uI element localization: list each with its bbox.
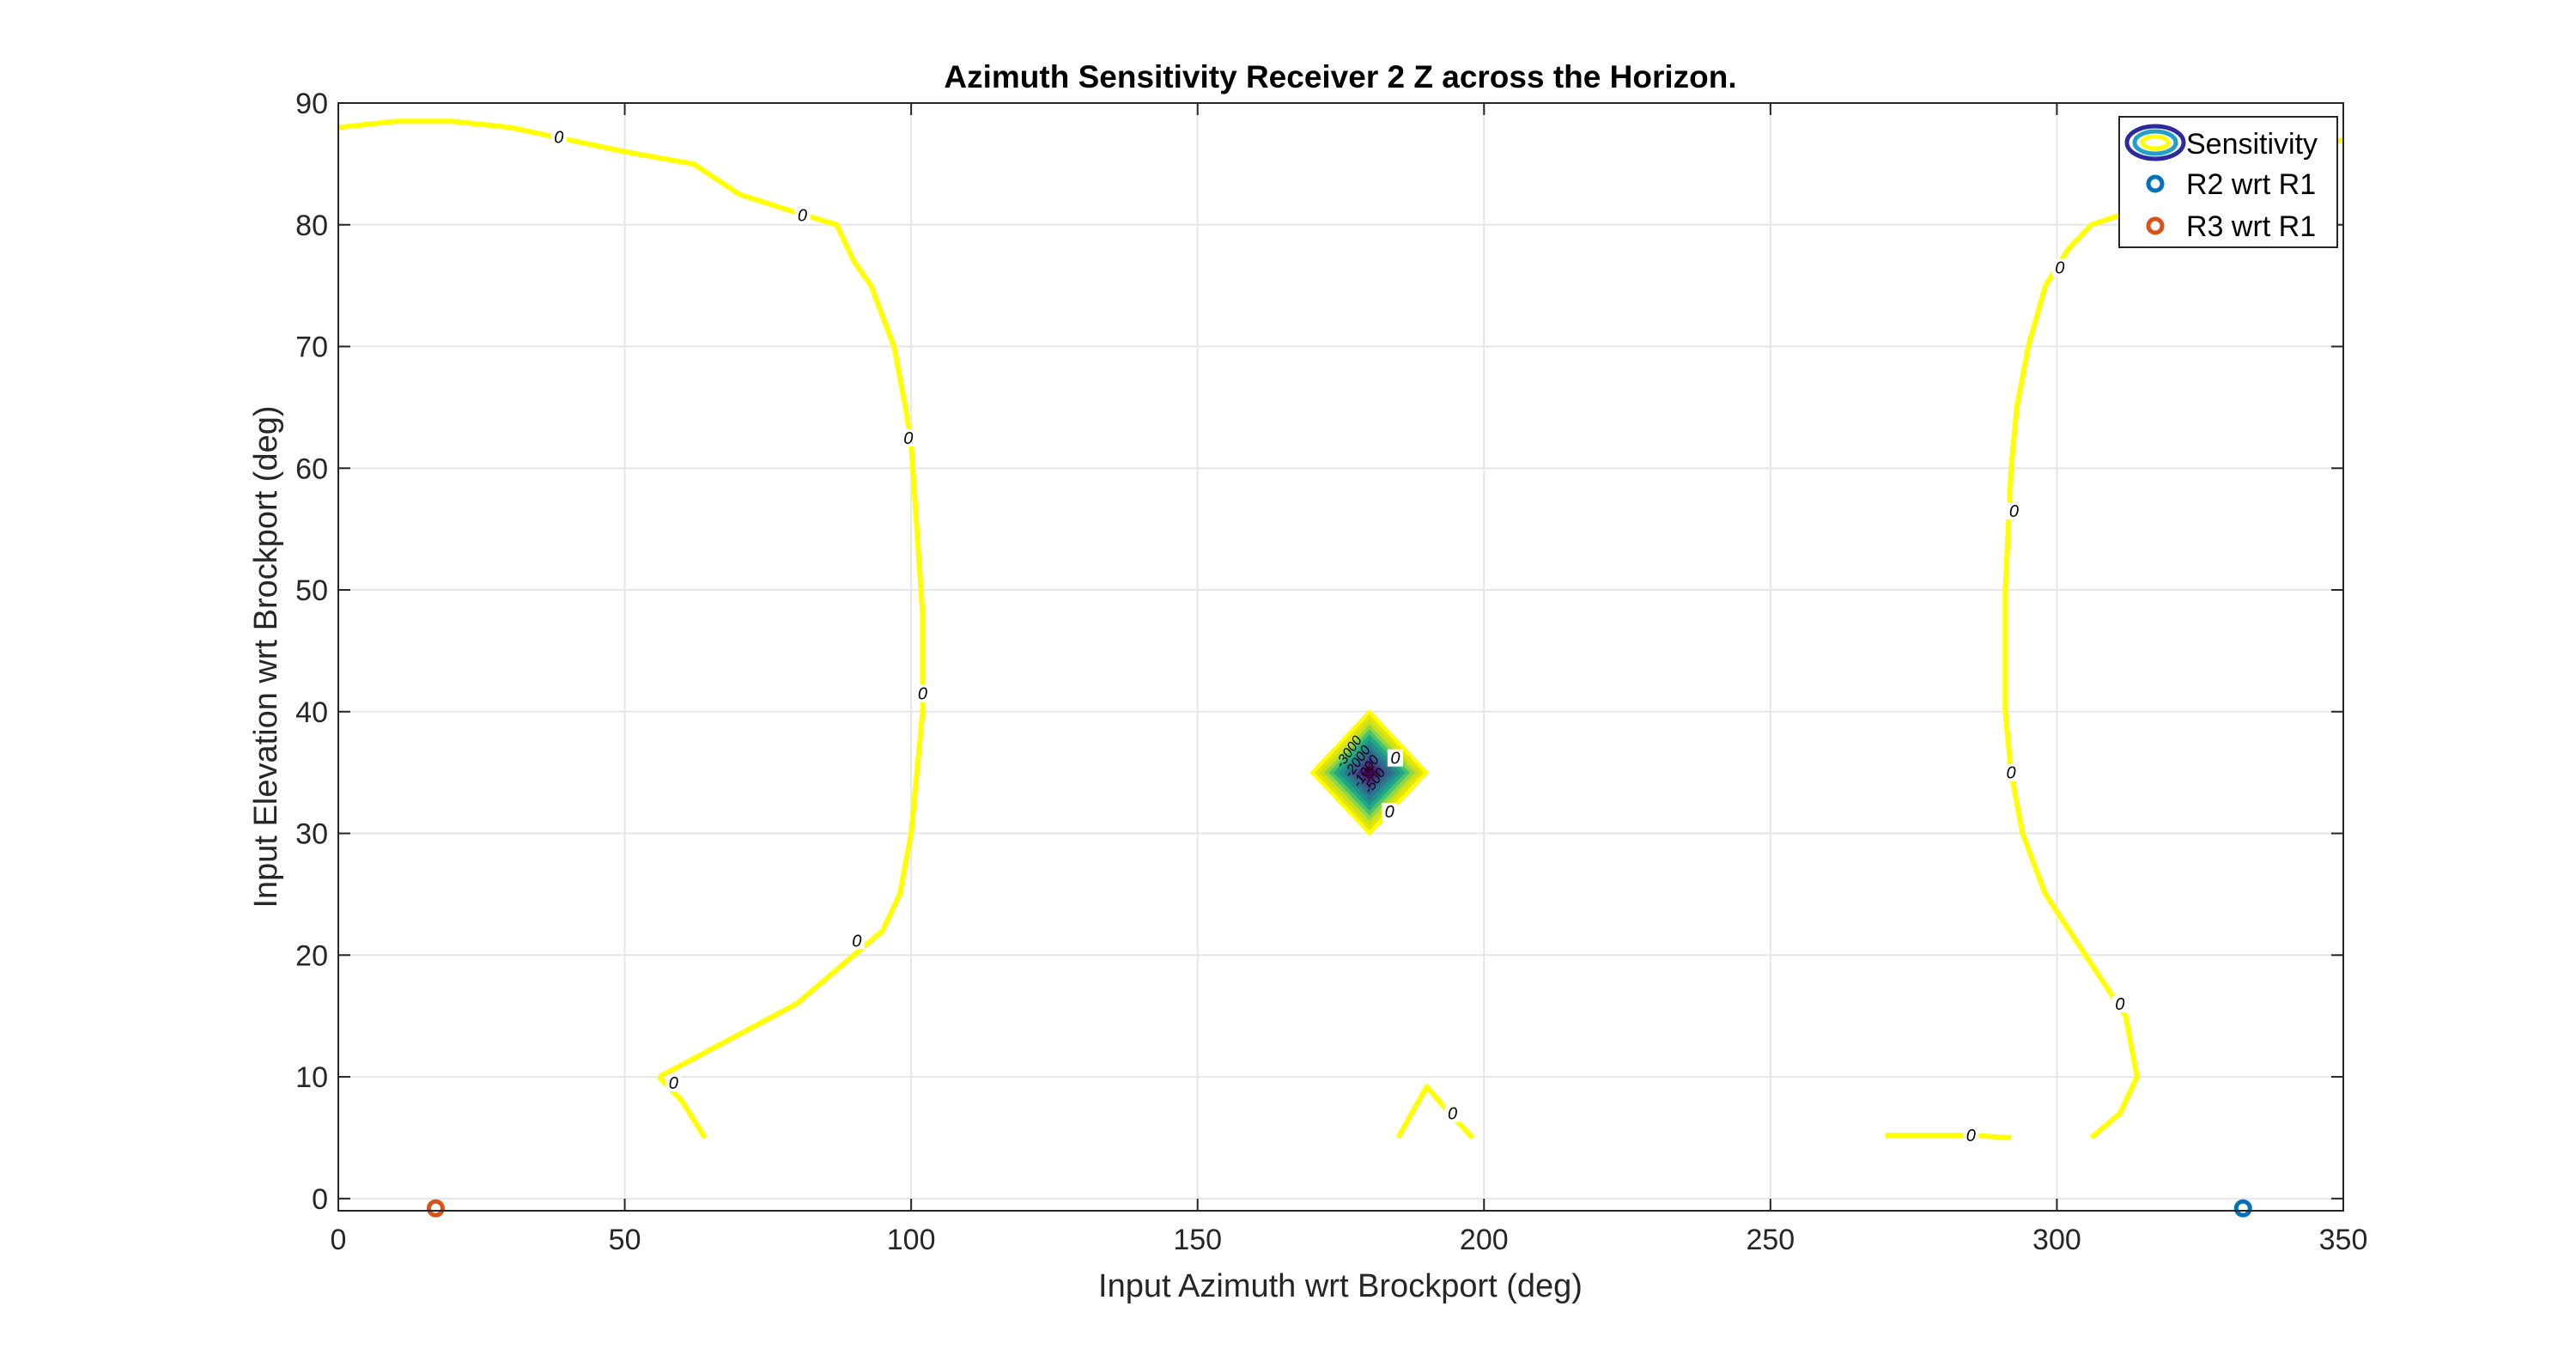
contour-label: 0 [1448,1105,1457,1124]
legend: Sensitivity R2 wrt R1 R3 wrt R1 [2118,116,2338,248]
chart-title: Azimuth Sensitivity Receiver 2 Z across … [944,59,1736,94]
contour-label-bg [1387,749,1403,767]
legend-r2-marker [2146,174,2165,193]
legend-label-sensitivity: Sensitivity [2186,128,2318,161]
x-tick-label: 100 [887,1224,936,1256]
y-tick-label: 30 [295,818,328,851]
x-tick-label: 0 [331,1224,347,1256]
contour-label: 0 [2006,764,2015,783]
sensitivity-contour-band [1362,764,1377,781]
central-sensitivity-feature: -3000-2000-1000-500 [1309,708,1430,836]
x-tick-label: 300 [2032,1224,2081,1256]
y-tick-label: 90 [295,88,328,120]
legend-r3-marker [2146,216,2165,235]
contour-label-bg [2006,501,2022,520]
axis-ticks [337,102,2344,1211]
contour-label-bg [550,128,567,146]
tick-labels: 0 50 100 150 200 250 300 350 0 10 20 30 40 50 60 70 80 90 [295,88,2367,1256]
contour-label: 0 [903,429,913,448]
axes-box [337,102,2344,1212]
contour-line [1395,1084,1475,1139]
legend-label-r2: R2 wrt R1 [2186,168,2316,201]
marker-point [2233,1199,2252,1218]
y-tick-label: 0 [312,1183,328,1216]
y-tick-label: 70 [295,331,328,364]
contour-label-bg [2003,763,2020,781]
contour-label: 0 [852,932,861,951]
contour-label: 0 [2009,502,2019,521]
contour-label-bg [794,206,811,224]
contour-label-bg [848,932,865,950]
contour-label-bg [2051,258,2068,276]
contour-label: 0 [798,206,807,225]
contour-label-bg [1382,803,1398,821]
contour-label: 0 [2055,258,2064,277]
y-tick-label: 80 [295,210,328,242]
contour-label-bg [2111,995,2128,1013]
contour-label: 0 [1966,1127,1976,1145]
contour-label-bg [1963,1127,1979,1145]
y-axis-label: Input Elevation wrt Brockport (deg) [248,405,284,908]
x-tick-label: 150 [1173,1224,1222,1256]
plot-area [338,103,2343,1211]
x-tick-label: 200 [1460,1224,1509,1256]
y-tick-label: 20 [295,939,328,972]
x-tick-label: 50 [609,1224,641,1256]
contour-label: 0 [669,1074,678,1093]
contour-line [1885,1133,2012,1140]
legend-sensitivity-icon [2124,124,2186,161]
contour-label-bg [665,1074,682,1092]
y-tick-label: 50 [295,574,328,607]
contour-label: 0 [2115,995,2124,1014]
y-tick-label: 10 [295,1061,328,1094]
x-tick-label: 250 [1746,1224,1795,1256]
contour-labels: 0 0 0 0 0 0 0 0 0 0 0 0 0 0 [550,128,2128,1145]
contour-label: 0 [1385,803,1394,822]
contour-label: 0 [918,685,927,704]
contour-label: 0 [554,129,563,148]
contour-label-bg [914,684,931,702]
y-tick-label: 40 [295,696,328,729]
y-tick-label: 60 [295,453,328,485]
marker-point [426,1199,445,1218]
x-axis-label: Input Azimuth wrt Brockport (deg) [1098,1268,1583,1304]
receiver-markers [426,1199,2252,1218]
contour-label-bg [900,428,916,447]
legend-label-r3: R3 wrt R1 [2186,210,2316,243]
contour-label-bg [1444,1104,1461,1122]
x-tick-label: 350 [2319,1224,2368,1256]
contour-label: 0 [1390,750,1400,769]
